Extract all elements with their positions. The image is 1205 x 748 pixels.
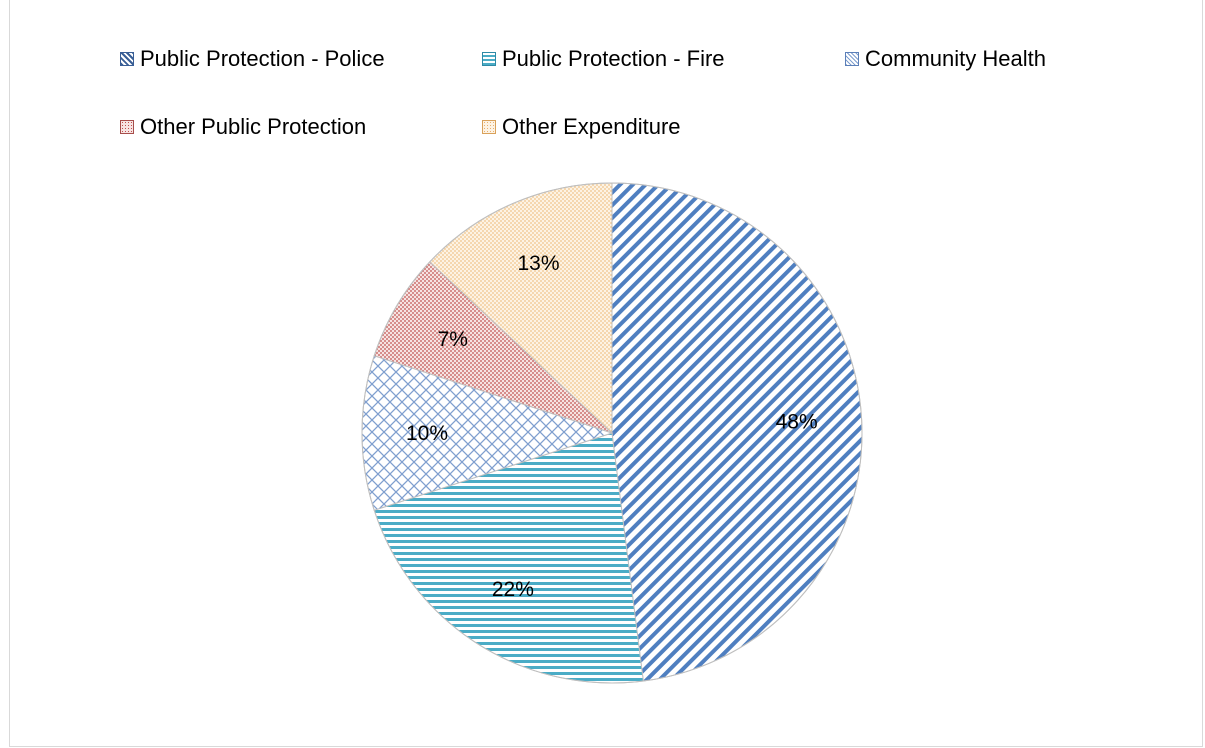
legend-item-other-protection: Other Public Protection xyxy=(120,114,366,140)
legend-swatch-community-health xyxy=(845,52,859,66)
data-label-other-protection: 7% xyxy=(438,328,468,351)
data-label-other-expenditure: 13% xyxy=(518,252,560,275)
legend-item-fire: Public Protection - Fire xyxy=(482,46,725,72)
legend-swatch-other-expenditure xyxy=(482,120,496,134)
legend-label-police: Public Protection - Police xyxy=(140,46,385,71)
legend-item-police: Public Protection - Police xyxy=(120,46,385,72)
legend-swatch-other-protection xyxy=(120,120,134,134)
pie-slice-police xyxy=(611,182,863,682)
legend-swatch-fire xyxy=(482,52,496,66)
legend-label-community-health: Community Health xyxy=(865,46,1046,71)
data-label-police: 48% xyxy=(776,410,818,433)
legend-item-community-health: Community Health xyxy=(845,46,1046,72)
legend-label-other-protection: Other Public Protection xyxy=(140,114,367,139)
legend-label-other-expenditure: Other Expenditure xyxy=(502,114,681,139)
legend-label-fire: Public Protection - Fire xyxy=(502,46,725,71)
pie-outline xyxy=(361,182,863,684)
legend-swatch-police xyxy=(120,52,134,66)
data-label-community-health: 10% xyxy=(406,422,448,445)
data-label-fire: 22% xyxy=(492,578,534,601)
legend-item-other-expenditure: Other Expenditure xyxy=(482,114,681,140)
